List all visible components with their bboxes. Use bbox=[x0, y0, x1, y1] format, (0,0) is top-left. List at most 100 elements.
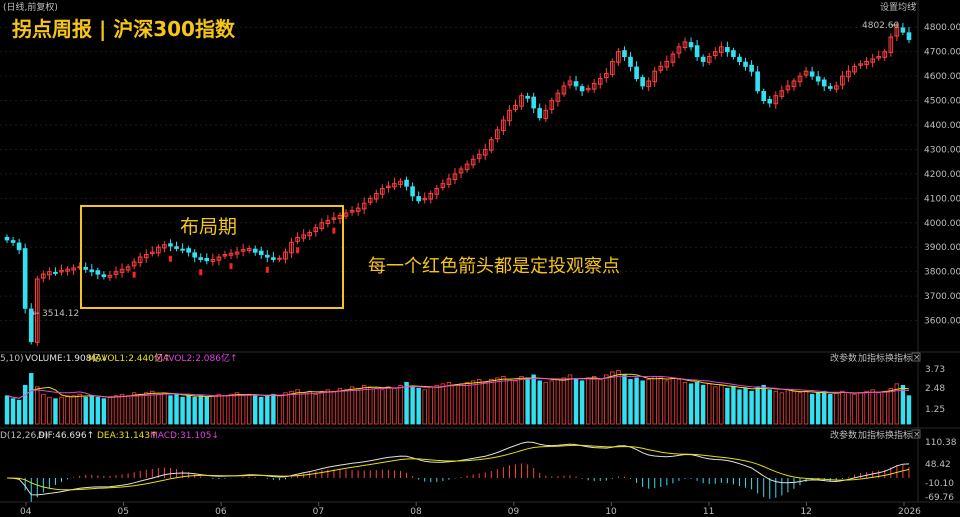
candle-body bbox=[646, 80, 651, 88]
volume-add-indicator-button[interactable]: 加指标 bbox=[858, 352, 885, 364]
volume-bar bbox=[404, 381, 409, 425]
candle-body bbox=[95, 270, 101, 275]
volume-bar bbox=[719, 384, 724, 425]
volume-bar bbox=[216, 393, 222, 425]
volume-bar bbox=[150, 390, 155, 425]
macd-switch-indicator-button[interactable]: 换指标 bbox=[885, 429, 912, 441]
candle-body bbox=[858, 63, 863, 66]
candle-body bbox=[410, 186, 415, 197]
candle-body bbox=[495, 129, 500, 140]
candle-body bbox=[156, 246, 161, 254]
candle-body bbox=[846, 70, 851, 78]
volume-bar bbox=[767, 389, 772, 425]
candle-body bbox=[47, 271, 52, 276]
candle-body bbox=[676, 46, 682, 54]
candle-body bbox=[616, 51, 621, 63]
candle-body bbox=[434, 188, 440, 195]
candle-body bbox=[325, 219, 331, 225]
volume-bar bbox=[10, 398, 16, 425]
candle-body bbox=[458, 168, 464, 174]
volume-bar bbox=[749, 390, 754, 425]
candle-body bbox=[22, 248, 28, 309]
macd-edit-params-button[interactable]: 改参数 bbox=[830, 429, 857, 441]
candle-body bbox=[119, 268, 125, 273]
candle-body bbox=[821, 79, 827, 87]
candle-body bbox=[16, 242, 22, 251]
volume-bar bbox=[313, 393, 318, 425]
volume-bar bbox=[337, 387, 343, 425]
volume-bar bbox=[71, 395, 76, 425]
candle-body bbox=[4, 236, 10, 241]
candle-body bbox=[440, 183, 446, 189]
candle-body bbox=[731, 50, 736, 58]
candle-body bbox=[446, 178, 452, 185]
macd-close-glyph[interactable]: × bbox=[913, 430, 921, 440]
time-tick-label: 2026 bbox=[898, 507, 921, 517]
candle-body bbox=[186, 248, 191, 253]
low-arrow-icon: ← bbox=[32, 309, 40, 319]
candle-body bbox=[603, 73, 609, 79]
volume-bar bbox=[22, 384, 28, 425]
candle-body bbox=[386, 185, 391, 189]
volume-bar bbox=[410, 386, 415, 425]
macd-add-indicator-button[interactable]: 加指标 bbox=[858, 429, 885, 441]
time-tick-label: 12 bbox=[800, 507, 811, 517]
settings-ma-button[interactable]: 设置均线 bbox=[880, 1, 916, 13]
volume-bar bbox=[180, 396, 185, 425]
volume-param-prefix: 5,10) bbox=[0, 354, 24, 364]
volume-bar bbox=[265, 395, 270, 425]
volume-bar bbox=[610, 371, 615, 425]
volume-bar bbox=[894, 383, 900, 425]
volume-switch-indicator-button[interactable]: 换指标 bbox=[885, 352, 912, 364]
volume-bar bbox=[797, 392, 803, 425]
volume-bar bbox=[725, 387, 730, 425]
volume-bar bbox=[464, 381, 470, 425]
candle-body bbox=[71, 267, 76, 271]
candle-body bbox=[349, 210, 355, 213]
candle-body bbox=[597, 78, 603, 85]
volume-bar bbox=[35, 386, 40, 425]
volume-axis-label: 3.73 bbox=[925, 365, 945, 375]
volume-bars bbox=[4, 370, 912, 425]
candle-body bbox=[380, 188, 385, 195]
volume-bar bbox=[779, 392, 785, 425]
observation-arrow bbox=[229, 263, 233, 270]
volume-bar bbox=[531, 374, 536, 425]
candle-body bbox=[319, 222, 325, 229]
time-tick-label: 11 bbox=[703, 507, 714, 517]
candle-body bbox=[906, 32, 912, 40]
volume-edit-params-button[interactable]: 改参数 bbox=[830, 352, 857, 364]
volume-bar bbox=[77, 393, 82, 425]
candle-body bbox=[59, 269, 64, 273]
price-tick-label: 4000.00 bbox=[924, 219, 960, 229]
candle-body bbox=[537, 108, 543, 119]
candle-body bbox=[252, 248, 258, 253]
candle-body bbox=[864, 60, 869, 66]
price-tick-label: 3900.00 bbox=[924, 243, 960, 253]
candle-body bbox=[622, 50, 627, 58]
candle-body bbox=[755, 71, 760, 92]
macd-param-prefix: D(12,26,9) bbox=[0, 431, 48, 441]
candle-body bbox=[53, 271, 58, 274]
candle-body bbox=[476, 153, 482, 159]
volume-close-glyph[interactable]: × bbox=[913, 353, 921, 363]
volume-bar bbox=[192, 396, 197, 425]
price-tick-label: 4700.00 bbox=[924, 48, 960, 58]
volume-close-icon[interactable] bbox=[911, 352, 921, 362]
volume-bar bbox=[852, 393, 857, 425]
candle-body bbox=[543, 109, 549, 119]
volume-bar bbox=[513, 380, 518, 425]
chevron-down-icon[interactable]: ˅ bbox=[913, 3, 918, 13]
candle-body bbox=[658, 65, 664, 71]
candle-body bbox=[416, 196, 421, 202]
volume-bar bbox=[144, 392, 149, 425]
macd-close-icon[interactable] bbox=[911, 429, 921, 439]
observation-arrow bbox=[296, 247, 300, 254]
volume-bar bbox=[664, 380, 670, 425]
observation-arrow bbox=[265, 266, 269, 273]
volume-bar bbox=[688, 383, 694, 425]
candle-body bbox=[628, 56, 633, 67]
volume-bar bbox=[53, 398, 58, 425]
volume-bar bbox=[119, 393, 125, 425]
layout-period-box bbox=[80, 205, 344, 309]
